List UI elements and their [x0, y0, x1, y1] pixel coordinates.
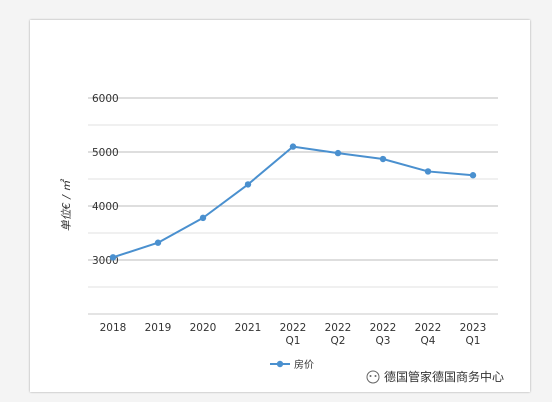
data-point [199, 214, 207, 222]
x-tick-label: 2018 [100, 322, 127, 334]
data-point [379, 155, 387, 163]
chart-card: 3000 4000 5000 6000 单位€ / ㎡ 2018 2019 2020 202… [30, 20, 530, 392]
watermark: 德国管家德国商务中心 [366, 369, 504, 384]
data-point [469, 172, 477, 179]
watermark-text: 德国管家德国商务中心 [384, 369, 504, 384]
x-tick-label: 2020 [190, 322, 217, 334]
data-point [424, 168, 432, 175]
x-axis-ticks: 2018 2019 2020 2021 2022Q12022Q22022Q32022Q4… [100, 322, 487, 347]
legend-label: 房价 [294, 358, 314, 371]
x-tick-label: Q1 [286, 335, 301, 347]
legend: 房价 [270, 358, 314, 371]
x-tick-label: Q4 [421, 335, 436, 347]
series-layer [109, 143, 477, 261]
legend-point-marker [276, 360, 284, 368]
x-tick-label: Q3 [376, 335, 391, 347]
x-tick-label: 2022 [370, 322, 397, 334]
data-point [154, 239, 162, 246]
data-point [334, 149, 342, 157]
x-tick-label: Q2 [331, 335, 346, 347]
wechat-icon [366, 370, 380, 384]
x-tick-label: 2022 [325, 322, 352, 334]
y-tick-label: 6000 [92, 93, 119, 105]
x-tick-label: 2022 [415, 322, 442, 334]
x-tick-label: Q1 [466, 335, 481, 347]
y-tick-label: 5000 [92, 147, 119, 159]
y-axis-label: 单位€ / ㎡ [60, 179, 73, 232]
x-tick-label: 2021 [235, 322, 262, 334]
y-tick-label: 4000 [92, 201, 119, 213]
data-point [109, 254, 117, 261]
gridlines [88, 97, 498, 315]
series-line [112, 145, 474, 259]
x-tick-label: 2023 [460, 322, 487, 334]
x-tick-label: 2022 [280, 322, 307, 334]
x-tick-label: 2019 [145, 322, 172, 334]
data-point [289, 143, 297, 150]
data-point [244, 181, 252, 188]
